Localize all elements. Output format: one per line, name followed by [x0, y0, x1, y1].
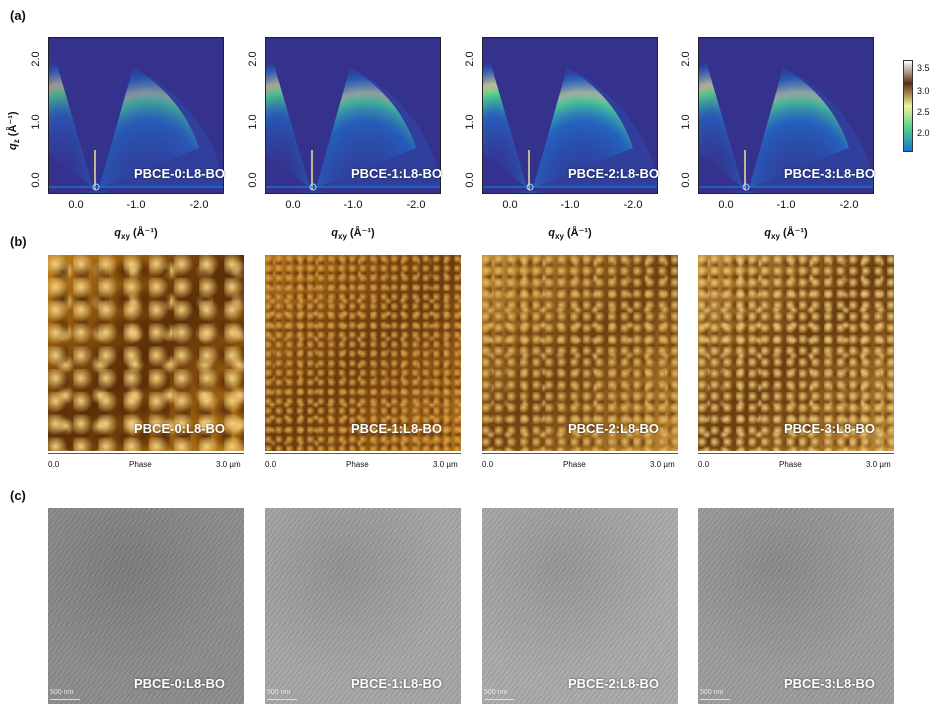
tem-image — [265, 508, 461, 704]
scale-bar — [484, 699, 514, 700]
afm-phase-image — [482, 255, 678, 451]
afm-phase-image — [698, 255, 894, 451]
x-tick-label: 0.0 — [285, 199, 301, 211]
afm-scale-line — [265, 453, 461, 454]
scale-bar — [50, 699, 80, 700]
afm-sample-label: PBCE-2:L8-BO — [568, 421, 660, 436]
tem-image — [48, 508, 244, 704]
x-tick-label: -2.0 — [623, 199, 643, 211]
y-axis-label: qz (Å⁻¹) — [7, 111, 22, 150]
x-tick-label: -2.0 — [839, 199, 859, 211]
afm-scale-label: Phase — [129, 460, 152, 469]
afm-scale-end: 3.0 µm — [866, 460, 891, 469]
colorbar-tick: 3.0 — [917, 86, 930, 96]
tem-sample-label: PBCE-1:L8-BO — [351, 676, 443, 691]
afm-scale-start: 0.0 — [48, 460, 60, 469]
y-tick-label: 2.0 — [464, 51, 476, 67]
x-tick-label: -1.0 — [560, 199, 580, 211]
afm-scale-label: Phase — [779, 460, 802, 469]
x-axis-label: qxy (Å⁻¹) — [548, 227, 592, 242]
panel-b-label: (b) — [10, 234, 27, 249]
giwaxs-pattern — [265, 37, 441, 194]
giwaxs-sample-label: PBCE-3:L8-BO — [784, 166, 876, 181]
scale-bar-text: 500 nm — [700, 689, 724, 696]
afm-sample-label: PBCE-1:L8-BO — [351, 421, 443, 436]
x-tick-label: 0.0 — [718, 199, 734, 211]
giwaxs-image — [49, 38, 223, 193]
giwaxs-sample-label: PBCE-0:L8-BO — [134, 166, 226, 181]
afm-scale-label: Phase — [346, 460, 369, 469]
afm-scale-start: 0.0 — [265, 460, 277, 469]
giwaxs-sample-label: PBCE-2:L8-BO — [568, 166, 660, 181]
scale-bar — [267, 699, 297, 700]
x-tick-label: -2.0 — [189, 199, 209, 211]
y-tick-label: 2.0 — [30, 51, 42, 67]
afm-scale-line — [698, 453, 894, 454]
x-tick-label: 0.0 — [502, 199, 518, 211]
x-tick-label: -1.0 — [776, 199, 796, 211]
x-axis-label: qxy (Å⁻¹) — [764, 227, 808, 242]
x-tick-label: -1.0 — [343, 199, 363, 211]
giwaxs-pattern — [48, 37, 224, 194]
giwaxs-image — [266, 38, 440, 193]
y-tick-label: 1.0 — [464, 114, 476, 130]
panel-a-label: (a) — [10, 8, 26, 23]
afm-scale-start: 0.0 — [482, 460, 494, 469]
giwaxs-pattern — [698, 37, 874, 194]
y-tick-label: 2.0 — [680, 51, 692, 67]
giwaxs-image — [483, 38, 657, 193]
tem-image — [482, 508, 678, 704]
colorbar-tick: 3.5 — [917, 63, 930, 73]
afm-scale-end: 3.0 µm — [650, 460, 675, 469]
y-tick-label: 1.0 — [680, 114, 692, 130]
tem-sample-label: PBCE-0:L8-BO — [134, 676, 226, 691]
panel-c-label: (c) — [10, 488, 26, 503]
afm-scale-end: 3.0 µm — [433, 460, 458, 469]
afm-scale-line — [48, 453, 244, 454]
afm-sample-label: PBCE-0:L8-BO — [134, 421, 226, 436]
afm-phase-image — [265, 255, 461, 451]
giwaxs-image — [699, 38, 873, 193]
x-tick-label: -1.0 — [126, 199, 146, 211]
giwaxs-pattern — [482, 37, 658, 194]
afm-scale-start: 0.0 — [698, 460, 710, 469]
x-axis-label: qxy (Å⁻¹) — [114, 227, 158, 242]
scale-bar-text: 500 nm — [267, 689, 291, 696]
scale-bar-text: 500 nm — [50, 689, 74, 696]
colorbar-tick: 2.5 — [917, 107, 930, 117]
y-tick-label: 1.0 — [247, 114, 259, 130]
y-tick-label: 0.0 — [247, 172, 259, 188]
y-tick-label: 2.0 — [247, 51, 259, 67]
y-tick-label: 1.0 — [30, 114, 42, 130]
scale-bar-text: 500 nm — [484, 689, 508, 696]
y-tick-label: 0.0 — [464, 172, 476, 188]
giwaxs-sample-label: PBCE-1:L8-BO — [351, 166, 443, 181]
afm-sample-label: PBCE-3:L8-BO — [784, 421, 876, 436]
x-axis-label: qxy (Å⁻¹) — [331, 227, 375, 242]
y-tick-label: 0.0 — [30, 172, 42, 188]
tem-image — [698, 508, 894, 704]
x-tick-label: 0.0 — [68, 199, 84, 211]
colorbar — [903, 60, 913, 152]
x-tick-label: -2.0 — [406, 199, 426, 211]
y-tick-label: 0.0 — [680, 172, 692, 188]
afm-scale-end: 3.0 µm — [216, 460, 241, 469]
tem-sample-label: PBCE-2:L8-BO — [568, 676, 660, 691]
afm-scale-label: Phase — [563, 460, 586, 469]
afm-scale-line — [482, 453, 678, 454]
colorbar-tick: 2.0 — [917, 128, 930, 138]
scale-bar — [700, 699, 730, 700]
tem-sample-label: PBCE-3:L8-BO — [784, 676, 876, 691]
afm-phase-image — [48, 255, 244, 451]
